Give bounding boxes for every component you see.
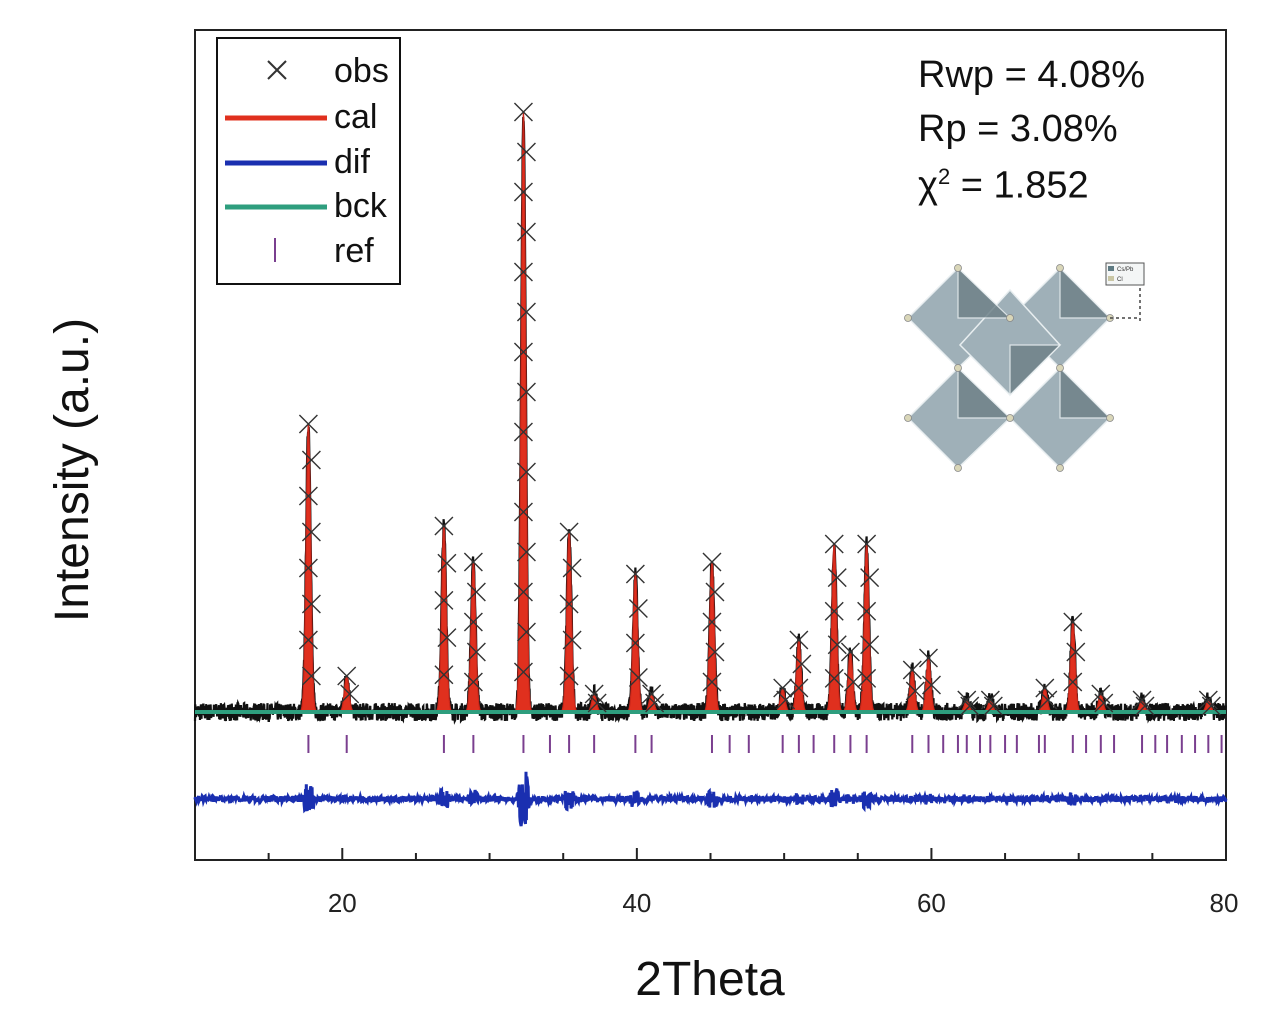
dif-series [193,771,1228,827]
rp-value: Rp = 3.08% [918,108,1118,150]
obs-markers [298,102,1221,716]
ref-series [307,735,1223,753]
obs-peak-marker-18 [980,690,1003,716]
x-tick-label-40: 40 [622,888,651,918]
crystal-structure-icon: Cs/Pb Cl [904,262,1145,472]
obs-peak-marker-13 [840,642,863,692]
x-tick-label-60: 60 [917,888,946,918]
x-axis-title: 2Theta [635,953,785,1006]
obs-peak-marker-21 [1091,684,1114,713]
dif-line [193,771,1228,827]
obs-peak-marker-16 [918,648,941,695]
obs-peak-marker-5 [559,522,582,686]
legend-obs-marker [267,60,287,80]
obs-peak-marker-19 [1035,678,1058,710]
obs-peak-marker-1 [337,666,360,704]
obs-peak-marker-15 [902,660,925,701]
y-axis-title: Intensity (a.u.) [46,318,99,622]
legend-label-ref: ref [334,232,374,270]
legend-label-obs: obs [334,52,389,90]
obs-peak-marker-8 [642,684,665,713]
chi-squared-value: χ2 = 1.852 [918,164,1089,208]
obs-peak-marker-2 [434,516,457,685]
obs-peak-marker-0 [298,414,321,686]
obs-peak-marker-11 [789,630,812,698]
obs-peak-marker-20 [1063,612,1086,692]
legend: obs cal dif bck ref [216,37,401,285]
obs-peak-marker-6 [584,684,607,713]
obs-peak-marker-9 [702,552,725,692]
chi-number: = 1.852 [960,164,1089,207]
x-axis: 20 40 60 80 [267,848,1239,918]
obs-peak-marker-4 [513,102,536,682]
obs-peak-marker-10 [773,678,796,710]
obs-peak-marker-22 [1132,690,1155,716]
x-tick-label-20: 20 [328,888,357,918]
obs-peak-marker-14 [857,534,880,688]
chi-symbol: χ [918,164,938,207]
obs-peak-marker-17 [957,690,980,716]
obs-peak-marker-23 [1198,690,1221,716]
obs-peak-marker-3 [463,552,486,692]
chi-exponent: 2 [937,164,951,189]
x-tick-label-80: 80 [1210,888,1239,918]
obs-peak-marker-12 [824,534,847,688]
inset-legend-label-0: Cs/Pb [1117,267,1134,273]
legend-label-cal: cal [334,98,377,136]
inset-legend-label-1: Cl [1117,277,1123,283]
legend-label-bck: bck [334,187,388,225]
legend-label-dif: dif [334,143,370,181]
obs-peak-marker-7 [625,564,648,687]
rwp-value: Rwp = 4.08% [918,54,1146,96]
